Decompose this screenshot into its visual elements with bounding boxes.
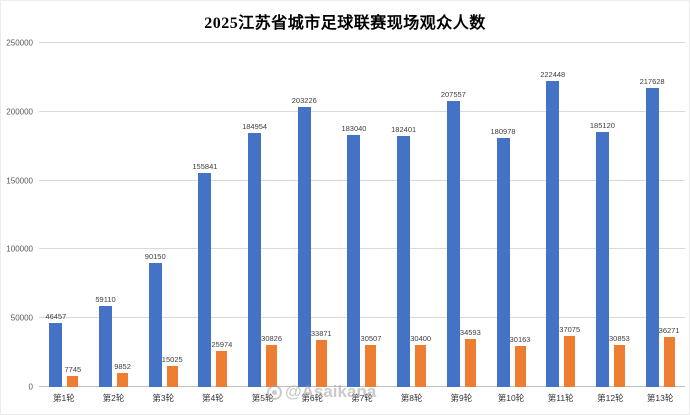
x-label-2: 第2轮: [102, 393, 125, 403]
x-label-9: 第9轮: [450, 393, 473, 403]
x-label-6: 第6轮: [301, 393, 324, 403]
x-label-1: 第1轮: [52, 393, 75, 403]
x-label-5: 第5轮: [251, 393, 274, 403]
y-tick-label-50000: 50000: [10, 313, 33, 323]
y-tick-label-0: 0: [28, 382, 33, 392]
y-tick-label-200000: 200000: [6, 107, 33, 117]
y-tick-label-150000: 150000: [6, 176, 33, 186]
value-label-orange-3: 15025: [161, 355, 183, 365]
value-label-blue-2: 59110: [95, 294, 116, 304]
value-label-orange-2: 9852: [114, 362, 131, 372]
bar-blue-4: 155841: [192, 162, 217, 387]
x-label-3: 第3轮: [152, 393, 175, 403]
bar-group-1: 46457 7745: [39, 43, 89, 387]
value-label-blue-10: 180978: [490, 126, 516, 136]
chart-title: 2025江苏省城市足球联赛现场观众人数: [204, 15, 486, 32]
bar-blue-8: 182401: [391, 125, 416, 387]
bar-blue-5: 184954: [242, 122, 267, 387]
bar-orange-3: 15025: [162, 355, 183, 387]
value-label-blue-5: 184954: [242, 121, 268, 131]
bar-orange-9: 34593: [460, 328, 481, 387]
x-label-13: 第13轮: [646, 393, 674, 403]
y-tick-label-100000: 100000: [6, 244, 33, 254]
bar-group-8: 182401 30400: [387, 43, 437, 387]
x-label-7: 第7轮: [351, 393, 373, 403]
bar-group-10: 180978 30163: [486, 43, 536, 387]
gridline-0: [39, 386, 685, 387]
bar-orange-1: 7745: [65, 365, 81, 387]
bar-blue-6: 203226: [292, 96, 317, 387]
bar-group-5: 184954 30826: [238, 43, 288, 387]
bar-orange-11: 37075: [559, 325, 580, 387]
bar-group-2: 59110 9852: [89, 43, 139, 387]
value-label-blue-1: 46457: [45, 312, 67, 322]
x-label-4: 第4轮: [202, 393, 224, 403]
bar-orange-5: 30826: [261, 334, 282, 387]
value-label-blue-4: 155841: [192, 161, 218, 171]
value-label-orange-1: 7745: [64, 365, 82, 375]
value-label-orange-8: 30400: [410, 334, 432, 344]
bar-orange-10: 30163: [510, 335, 530, 387]
bar-group-12: 185120 30853: [586, 43, 636, 387]
gridline-200000: [39, 110, 685, 112]
bar-group-11: 222448 37075: [536, 43, 586, 387]
bar-orange-8: 30400: [410, 334, 431, 387]
bar-orange-13: 36271: [659, 326, 680, 387]
value-label-orange-9: 34593: [459, 328, 481, 338]
x-label-10: 第10轮: [497, 393, 525, 403]
bar-blue-1: 46457: [45, 312, 66, 387]
value-label-blue-13: 217628: [639, 76, 665, 86]
x-label-8: 第8轮: [400, 393, 423, 403]
gridline-150000: [39, 179, 685, 181]
value-label-orange-6: 33871: [310, 329, 332, 339]
bar-group-9: 207557 34593: [437, 43, 487, 387]
y-tick-label-250000: 250000: [6, 38, 33, 48]
value-label-orange-13: 36271: [658, 326, 680, 336]
value-label-orange-10: 30163: [509, 334, 531, 344]
value-label-blue-7: 183040: [341, 124, 367, 134]
bar-group-3: 90150 15025: [138, 43, 188, 387]
y-axis: 0 50000 100000 150000 200000 250000: [1, 39, 35, 392]
value-label-blue-12: 185120: [589, 121, 615, 131]
value-label-orange-11: 37075: [559, 325, 581, 334]
bar-orange-12: 30853: [609, 334, 630, 387]
gridline-50000: [39, 317, 685, 319]
value-label-blue-3: 90150: [144, 251, 166, 261]
value-label-orange-12: 30853: [608, 333, 630, 343]
x-label-12: 第12轮: [597, 393, 624, 403]
bar-group-4: 155841 25974: [188, 43, 238, 387]
plot-area: 46457 7745 59110 9852 90150 15025 155841 25974 1…: [39, 42, 685, 387]
bar-blue-9: 207557: [441, 90, 466, 387]
gridline-100000: [39, 248, 685, 250]
value-label-blue-8: 182401: [391, 125, 417, 135]
bar-blue-13: 217628: [640, 77, 665, 387]
bar-blue-12: 185120: [590, 121, 615, 387]
x-label-11: 第11轮: [547, 393, 574, 403]
bar-group-13: 217628 36271: [635, 43, 685, 387]
x-axis: 第1轮 第2轮 第3轮 第4轮 第5轮 第6轮 第7轮 第8轮 第9轮 第10轮 第11轮 第12轮 第…: [39, 392, 685, 408]
bar-blue-2: 59110: [95, 295, 116, 387]
value-label-orange-4: 25974: [211, 340, 233, 350]
value-label-blue-9: 207557: [440, 90, 466, 100]
value-label-blue-6: 203226: [291, 96, 317, 106]
bar-group-7: 183040 30507: [337, 43, 387, 387]
bar-orange-2: 9852: [114, 362, 131, 387]
bar-orange-7: 30507: [361, 334, 381, 387]
bar-group-6: 203226 33871: [287, 43, 337, 387]
bar-orange-6: 33871: [311, 329, 332, 387]
bar-blue-7: 183040: [341, 124, 366, 387]
gridline-250000: [39, 42, 685, 43]
value-label-orange-7: 30507: [360, 334, 382, 344]
bar-blue-10: 180978: [491, 127, 516, 387]
bar-blue-11: 222448: [540, 70, 565, 387]
value-label-orange-5: 30826: [261, 333, 283, 343]
bar-groups: 46457 7745 59110 9852 90150 15025 155841 25974 1…: [39, 43, 685, 387]
value-label-blue-11: 222448: [540, 69, 566, 79]
bar-orange-4: 25974: [211, 340, 232, 387]
bar-blue-3: 90150: [145, 252, 166, 387]
